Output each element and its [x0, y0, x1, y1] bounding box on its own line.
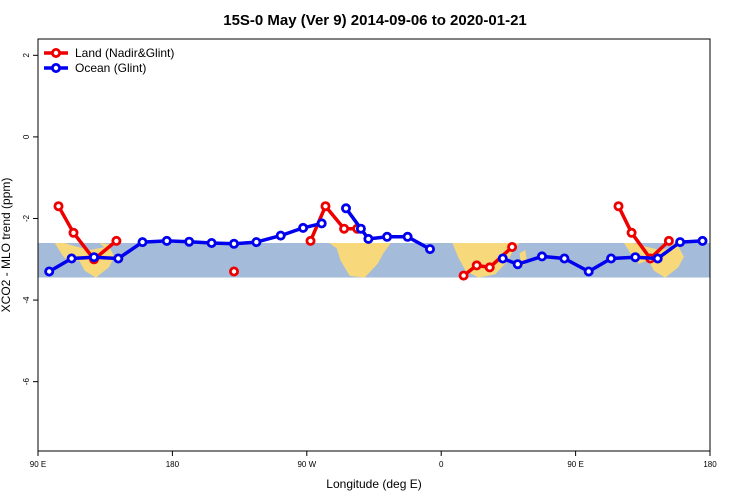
data-point: [137, 237, 148, 248]
y-tick-label: -2: [22, 214, 31, 222]
x-tick-label: 90 E: [567, 460, 583, 469]
data-point: [363, 233, 374, 244]
y-tick-label: -4: [22, 296, 31, 304]
data-point: [630, 252, 641, 263]
data-point: [111, 235, 122, 246]
data-point: [458, 270, 469, 281]
series-line: [56, 205, 118, 262]
data-point: [663, 235, 674, 246]
data-point: [66, 253, 77, 264]
series-layer: [44, 201, 708, 281]
data-point: [340, 203, 351, 214]
data-point: [68, 227, 79, 238]
data-point: [512, 259, 523, 270]
series-line: [502, 239, 703, 274]
legend-marker: [51, 48, 62, 59]
data-point: [497, 253, 508, 264]
data-point: [298, 222, 309, 233]
y-tick-label: -6: [22, 378, 31, 386]
series-ocean-glint: [44, 203, 708, 277]
data-point: [184, 236, 195, 247]
x-tick-label: 180: [166, 460, 180, 469]
data-point: [507, 241, 518, 252]
data-point: [697, 235, 708, 246]
data-point: [675, 237, 686, 248]
x-tick-label: 90 E: [30, 460, 46, 469]
data-point: [113, 253, 124, 264]
data-point: [606, 253, 617, 264]
data-point: [161, 235, 172, 246]
y-axis: 2 0 -2 -4 -6: [22, 53, 38, 386]
data-point: [305, 235, 316, 246]
legend: Land (Nadir&Glint)Ocean (Glint): [44, 46, 174, 75]
data-point: [652, 253, 663, 264]
data-point: [471, 260, 482, 271]
data-point: [583, 266, 594, 277]
data-point: [613, 201, 624, 212]
data-point: [44, 266, 55, 277]
data-point: [355, 223, 366, 234]
data-point: [275, 230, 286, 241]
land-shape: [54, 243, 115, 278]
data-point: [206, 237, 217, 248]
data-point: [484, 262, 495, 273]
data-point: [559, 253, 570, 264]
data-point: [402, 231, 413, 242]
data-point: [382, 231, 393, 242]
chart-title: 15S-0 May (Ver 9) 2014-09-06 to 2020-01-…: [223, 12, 527, 29]
x-tick-label: 0: [439, 460, 444, 469]
data-point: [89, 252, 100, 263]
y-tick-label: 2: [22, 53, 31, 58]
land-shape: [329, 243, 391, 278]
data-point: [339, 223, 350, 234]
legend-marker: [51, 63, 62, 74]
y-axis-label: XCO2 - MLO trend (ppm): [0, 178, 13, 313]
legend-label: Land (Nadir&Glint): [75, 46, 174, 60]
data-point: [320, 201, 331, 212]
data-point: [228, 238, 239, 249]
legend-label: Ocean (Glint): [75, 61, 146, 75]
plot-frame: [37, 38, 711, 452]
data-point: [228, 266, 239, 277]
legend-item: Land (Nadir&Glint): [44, 46, 174, 60]
data-point: [251, 237, 262, 248]
data-point: [626, 227, 637, 238]
land-shape: [452, 243, 520, 278]
legend-item: Ocean (Glint): [44, 61, 146, 75]
data-point: [316, 218, 327, 229]
x-axis-label: Longitude (deg E): [326, 477, 421, 491]
data-point: [53, 201, 64, 212]
series-line: [616, 205, 671, 261]
x-axis: 90 E 180 90 W 0 90 E 180: [30, 451, 717, 469]
data-point: [537, 251, 548, 262]
y-tick-label: 0: [22, 134, 31, 139]
x-tick-label: 90 W: [297, 460, 316, 469]
data-point: [424, 244, 435, 255]
x-tick-label: 180: [703, 460, 717, 469]
